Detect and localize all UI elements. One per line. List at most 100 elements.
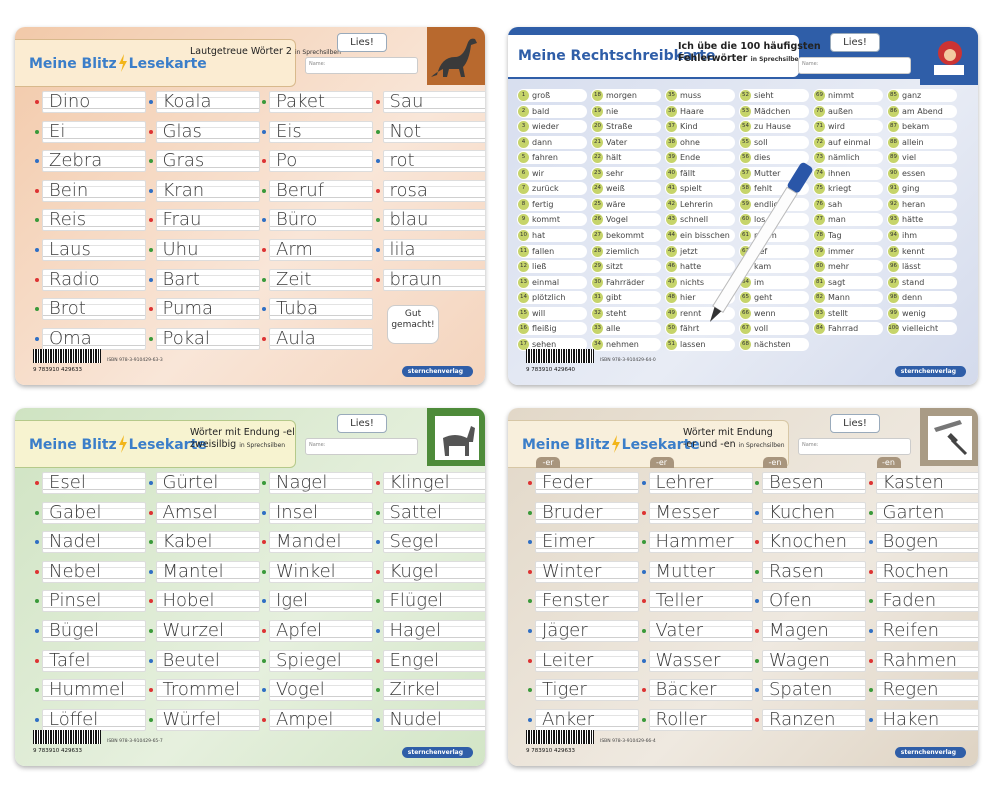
number: 34: [592, 338, 603, 350]
word: schnell: [680, 215, 709, 225]
number: 16: [518, 323, 529, 335]
word: hatte: [680, 262, 702, 272]
word: sagt: [828, 277, 846, 287]
bullet: [148, 717, 153, 722]
word: fallen: [532, 246, 555, 256]
word: Anker: [542, 708, 594, 730]
number: 75: [814, 183, 825, 195]
subtitle-note: in Sprechsilben: [750, 56, 803, 63]
word: Frau: [162, 209, 202, 231]
word: stand: [902, 277, 925, 287]
subtitle-line: zweisilbig in Sprechsilben: [190, 439, 286, 450]
word: viel: [902, 153, 917, 163]
word: Esel: [49, 472, 86, 493]
bullet: [641, 599, 646, 604]
read-button: Lies!: [337, 33, 387, 52]
brand-text: Meine Blitz: [522, 437, 610, 453]
word-cell: 64 im: [739, 275, 809, 289]
word: bekommt: [606, 231, 644, 241]
word-cell: 16 fleißig: [517, 322, 587, 336]
subtitle: Wörter mit Endung -el zweisilbig in Sprec…: [190, 427, 295, 452]
word-cell: 43 schnell: [665, 213, 735, 227]
word: fällt: [680, 168, 696, 178]
word: Spaten: [769, 679, 833, 701]
word: sieht: [754, 91, 774, 100]
word: Zirkel: [389, 679, 441, 701]
word: Nudel: [389, 708, 442, 730]
brand-text: Lesekarte: [621, 437, 700, 453]
word-cell: 48 hier: [665, 291, 735, 305]
word-cell: 4 dann: [517, 135, 587, 149]
word-cell: 33 alle: [591, 322, 661, 336]
word-cell: Kasten: [875, 472, 978, 494]
number: 4: [518, 136, 529, 148]
word-cell: 27 bekommt: [591, 229, 661, 243]
bullet: [528, 688, 532, 693]
bullet: [35, 188, 39, 193]
number: 56: [740, 152, 751, 164]
word: sehr: [606, 168, 624, 178]
word: groß: [532, 91, 551, 100]
word-cell: Not: [382, 120, 485, 143]
word-cell: Mandel: [269, 531, 373, 554]
word: will: [532, 308, 546, 318]
bullet: [148, 307, 153, 312]
bullet: [868, 717, 873, 722]
bullet: [262, 159, 266, 164]
word-cell: Po: [269, 150, 373, 173]
bullet: [375, 129, 380, 134]
bullet: [641, 540, 646, 545]
word: soll: [754, 137, 768, 147]
word-cell: 62 rief: [739, 244, 809, 258]
icon: [920, 27, 978, 85]
word: Leiter: [542, 649, 594, 671]
word: Lehrer: [655, 472, 714, 493]
word: Gabel: [49, 501, 102, 523]
brand: Meine Blitz Lesekarte: [29, 54, 207, 72]
number: 57: [740, 167, 751, 179]
number: 25: [592, 198, 603, 210]
bullet: [375, 658, 380, 663]
bullet: [375, 481, 380, 485]
number: 83: [814, 307, 825, 319]
word-cell: 71 wird: [813, 120, 883, 134]
number: 19: [592, 105, 603, 117]
header-box: Meine Blitz Lesekarte Lautgetreue Wörter 2…: [15, 39, 341, 87]
icon: [920, 408, 978, 466]
bullet: [35, 688, 39, 693]
word: Beruf: [276, 179, 325, 201]
word: nahm: [754, 231, 777, 241]
word-cell: Hammer: [648, 531, 753, 554]
word: vielleicht: [902, 324, 939, 334]
word-cell: Kabel: [155, 531, 260, 554]
word: weiß: [606, 184, 625, 194]
word: Puma: [162, 298, 214, 320]
bullet: [262, 307, 266, 312]
number: 45: [666, 245, 677, 257]
word: Straße: [606, 122, 633, 132]
word-cell: Sau: [382, 91, 485, 113]
word-cell: 29 sitzt: [591, 260, 661, 274]
word: endlich: [754, 199, 783, 209]
word-cell: Reifen: [875, 620, 978, 642]
column-header: -er: [649, 457, 674, 468]
word: Wasser: [655, 649, 721, 671]
word: Radio: [49, 268, 100, 290]
word-cell: Ampel: [269, 708, 373, 731]
word-cell: 14 plötzlich: [517, 291, 587, 305]
number: 40: [666, 167, 677, 179]
bullet: [148, 159, 153, 164]
word: Hagel: [389, 620, 441, 641]
word: Spiegel: [276, 649, 342, 671]
praise-badge: Gut gemacht!: [387, 305, 439, 344]
word-cell: Glas: [155, 120, 260, 143]
bullet: [148, 248, 153, 252]
word: fleißig: [532, 324, 557, 334]
word: fährt: [680, 324, 700, 334]
bullet: [641, 688, 646, 693]
number: 13: [518, 276, 529, 288]
number: 37: [666, 121, 677, 133]
word: ihm: [902, 231, 918, 241]
bullet: [262, 188, 266, 193]
word-cell: Pokal: [155, 327, 260, 350]
